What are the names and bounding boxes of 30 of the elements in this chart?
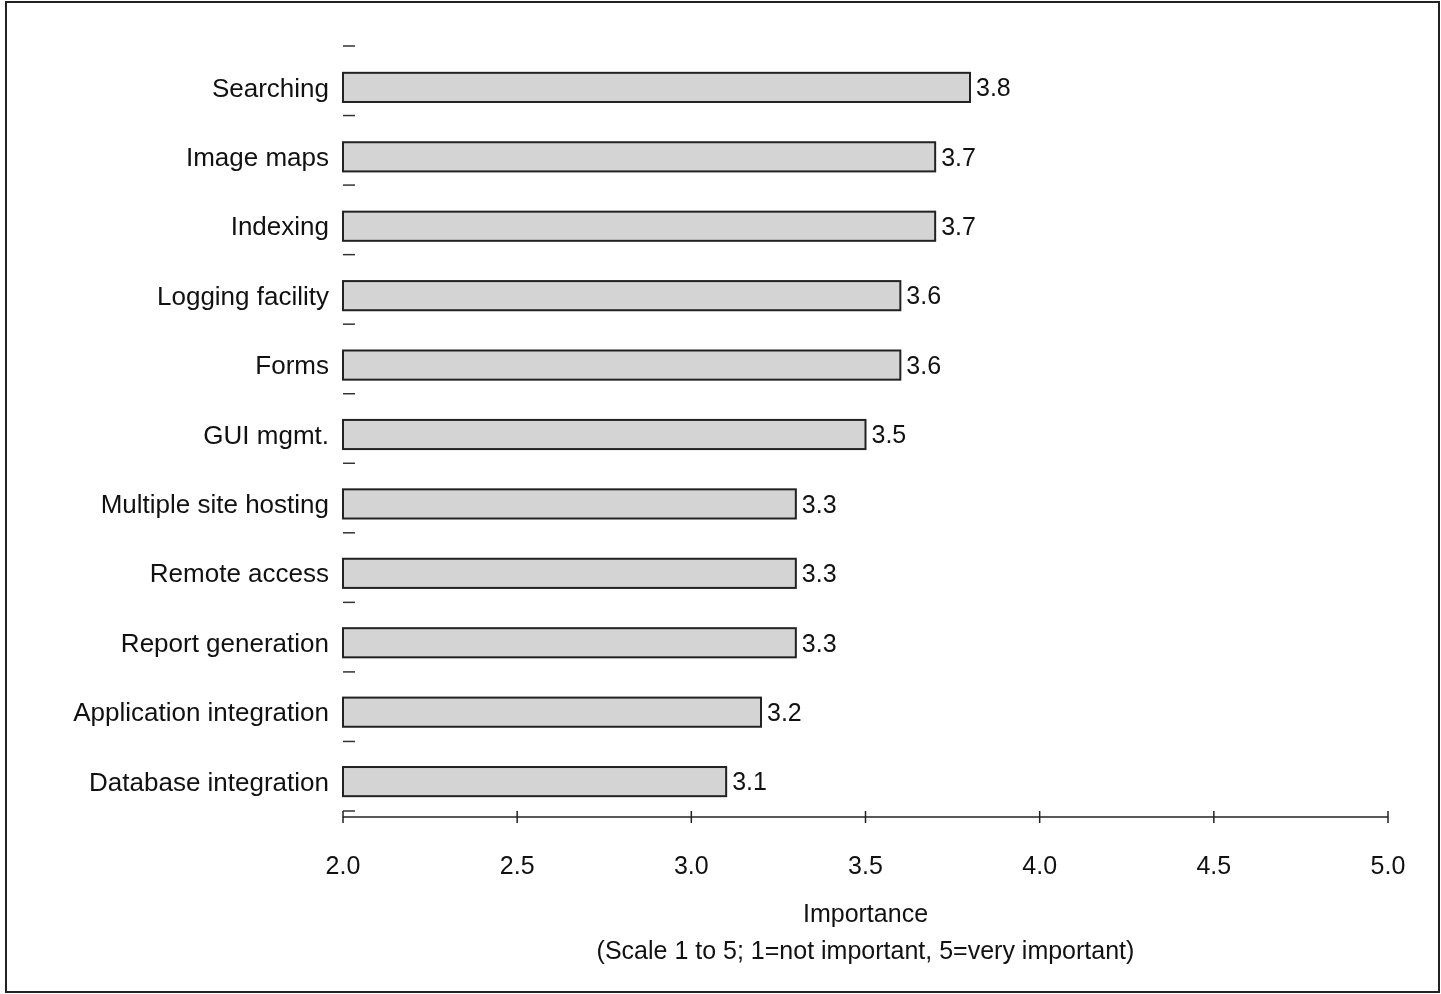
data-label: 3.7 [941,142,976,171]
y-tick-label: Logging facility [157,280,329,311]
y-tick-label: Searching [211,72,329,103]
data-label: 3.3 [801,489,837,518]
y-tick-label: Application integration [73,697,329,728]
data-label: 3.3 [801,559,837,588]
x-tick-label: 5.0 [1370,851,1406,879]
x-tick-label: 4.0 [1022,851,1058,879]
y-tick-label: GUI mgmt. [203,419,329,450]
x-tick-label: 3.5 [848,851,883,879]
data-label: 3.6 [906,281,942,310]
x-tick-label: 2.0 [325,851,361,879]
y-tick-label: Multiple site hosting [100,489,329,520]
data-label: 3.5 [871,420,907,449]
x-tick-label: 2.5 [499,851,535,879]
data-label: 3.3 [801,628,837,657]
y-tick-label: Remote access [149,558,329,589]
y-tick-label: Indexing [230,211,329,242]
data-label: 3.2 [767,697,802,726]
y-tick-label: Image maps [185,141,329,172]
data-label: 3.6 [906,350,942,379]
y-tick-label: Report generation [120,627,329,658]
x-tick-label: 4.5 [1196,851,1232,879]
y-tick-label: Forms [255,350,329,381]
x-axis-title: Importance (Scale 1 to 5; 1=not important, 5=very important) [596,899,1135,964]
x-tick-label: 3.0 [673,851,709,879]
data-label: 3.7 [941,211,976,240]
y-tick-label: Database integration [89,766,329,797]
data-label: 3.8 [976,73,1011,102]
data-label: 3.1 [732,767,767,796]
